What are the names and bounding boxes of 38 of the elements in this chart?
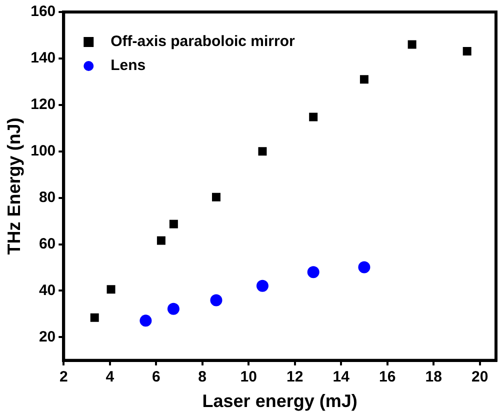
point xyxy=(408,40,416,49)
y-tick-label: 80 xyxy=(38,188,56,206)
x-tick-label: 10 xyxy=(240,368,257,386)
x-axis-title: Laser energy (mJ) xyxy=(202,391,358,412)
x-tick-label: 12 xyxy=(286,368,304,386)
x-tick-label: 20 xyxy=(471,368,488,386)
x-tick-label: 2 xyxy=(59,368,68,386)
x-tick-label: 6 xyxy=(152,368,160,386)
y-tick-label: 100 xyxy=(30,142,56,160)
point xyxy=(106,285,116,294)
point xyxy=(210,294,222,306)
legend-label: Off-axis paraboloic mirror xyxy=(110,33,295,50)
point xyxy=(358,261,370,274)
x-tick-label: 18 xyxy=(425,368,442,386)
point xyxy=(256,280,268,292)
x-tick-label: 8 xyxy=(198,368,207,386)
point xyxy=(167,302,180,315)
legend-label: Lens xyxy=(110,57,146,74)
y-tick-label: 40 xyxy=(38,282,56,299)
point xyxy=(307,266,320,278)
y-tick-label: 60 xyxy=(38,235,56,252)
y-tick-label: 160 xyxy=(30,3,56,20)
point xyxy=(462,47,472,56)
point xyxy=(90,313,99,322)
point xyxy=(169,220,178,228)
point xyxy=(309,112,318,122)
point xyxy=(140,314,152,327)
x-tick-label: 4 xyxy=(106,368,115,386)
x-tick-label: 14 xyxy=(332,368,350,386)
y-axis-title: THz Energy (nJ) xyxy=(4,118,24,255)
point xyxy=(360,75,368,84)
y-tick-label: 20 xyxy=(38,328,56,346)
point xyxy=(156,236,166,245)
x-tick-label: 16 xyxy=(378,368,396,386)
point xyxy=(212,192,220,202)
y-tick-label: 120 xyxy=(30,96,56,114)
point xyxy=(258,147,267,156)
y-tick-label: 140 xyxy=(30,50,56,67)
